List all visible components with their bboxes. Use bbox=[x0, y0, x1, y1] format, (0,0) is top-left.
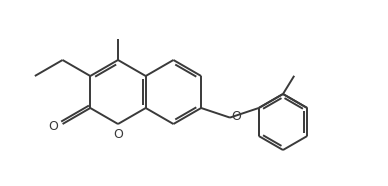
Text: O: O bbox=[231, 110, 241, 123]
Text: O: O bbox=[49, 119, 59, 132]
Text: O: O bbox=[113, 128, 123, 141]
